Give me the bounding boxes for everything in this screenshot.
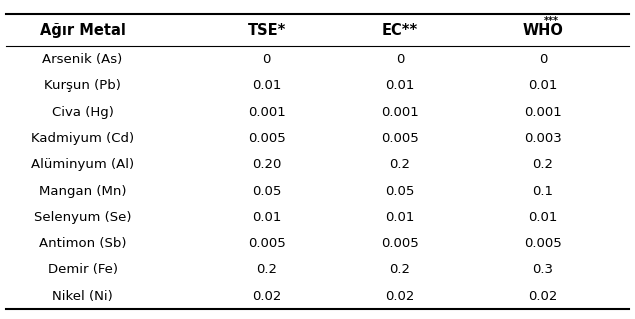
- Text: 0.001: 0.001: [248, 106, 286, 119]
- Text: 0.001: 0.001: [381, 106, 419, 119]
- Text: 0.005: 0.005: [248, 132, 286, 145]
- Text: Nikel (Ni): Nikel (Ni): [52, 290, 113, 303]
- Text: 0.20: 0.20: [252, 158, 281, 171]
- Text: 0: 0: [396, 53, 404, 66]
- Text: Ağır Metal: Ağır Metal: [39, 23, 126, 38]
- Text: Antimon (Sb): Antimon (Sb): [39, 237, 126, 250]
- Text: 0.001: 0.001: [524, 106, 562, 119]
- Text: Kurşun (Pb): Kurşun (Pb): [44, 79, 121, 92]
- Text: Alüminyum (Al): Alüminyum (Al): [31, 158, 134, 171]
- Text: 0.01: 0.01: [252, 211, 281, 224]
- Text: 0.2: 0.2: [389, 263, 411, 277]
- Text: Civa (Hg): Civa (Hg): [51, 106, 114, 119]
- Text: 0.3: 0.3: [532, 263, 554, 277]
- Text: 0.02: 0.02: [385, 290, 415, 303]
- Text: 0.05: 0.05: [385, 184, 415, 197]
- Text: 0.05: 0.05: [252, 184, 281, 197]
- Text: 0: 0: [262, 53, 271, 66]
- Text: 0.01: 0.01: [528, 79, 558, 92]
- Text: 0.02: 0.02: [252, 290, 281, 303]
- Text: 0.2: 0.2: [532, 158, 554, 171]
- Text: 0.01: 0.01: [252, 79, 281, 92]
- Text: 0.2: 0.2: [256, 263, 277, 277]
- Text: 0.005: 0.005: [524, 237, 562, 250]
- Text: 0.1: 0.1: [532, 184, 554, 197]
- Text: 0.01: 0.01: [385, 79, 415, 92]
- Text: Demir (Fe): Demir (Fe): [48, 263, 117, 277]
- Text: EC**: EC**: [382, 23, 418, 38]
- Text: 0.02: 0.02: [528, 290, 558, 303]
- Text: 0.003: 0.003: [524, 132, 562, 145]
- Text: 0.005: 0.005: [381, 237, 419, 250]
- Text: Kadmiyum (Cd): Kadmiyum (Cd): [31, 132, 134, 145]
- Text: Mangan (Mn): Mangan (Mn): [39, 184, 126, 197]
- Text: 0: 0: [538, 53, 547, 66]
- Text: 0.005: 0.005: [248, 237, 286, 250]
- Text: 0.01: 0.01: [385, 211, 415, 224]
- Text: 0.2: 0.2: [389, 158, 411, 171]
- Text: 0.005: 0.005: [381, 132, 419, 145]
- Text: WHO: WHO: [523, 23, 563, 38]
- Text: ***: ***: [544, 16, 559, 26]
- Text: 0.01: 0.01: [528, 211, 558, 224]
- Text: TSE*: TSE*: [248, 23, 286, 38]
- Text: Selenyum (Se): Selenyum (Se): [34, 211, 131, 224]
- Text: Arsenik (As): Arsenik (As): [43, 53, 123, 66]
